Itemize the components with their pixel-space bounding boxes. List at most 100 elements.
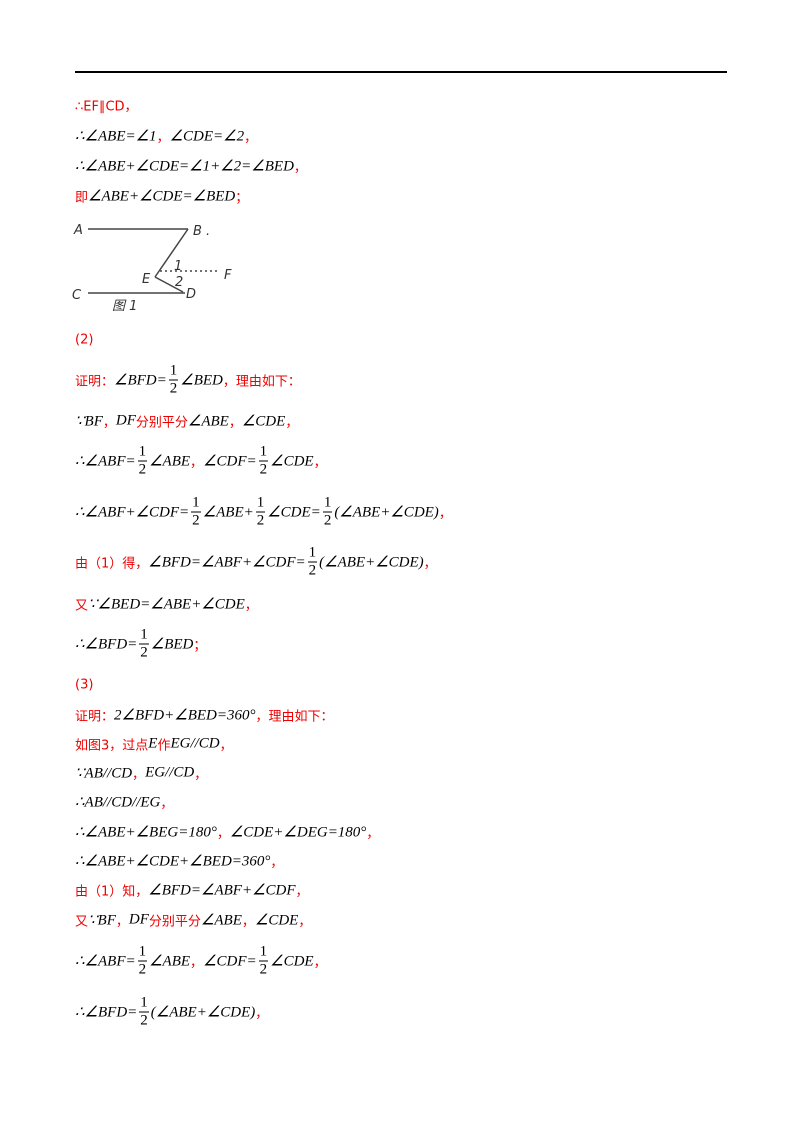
math: ∴∠ABE+∠CDE+∠BED=360° — [75, 853, 271, 870]
math: ∵BF — [75, 413, 103, 430]
math: ∠ABE — [187, 413, 229, 430]
math: ∠ABE — [149, 453, 191, 470]
figure-label: A — [73, 223, 83, 238]
text: ， — [241, 914, 255, 930]
text: ，理由如下： — [255, 709, 334, 725]
text-line: ∴∠ABF+∠CDF= 1 2 ∠ABE+ 1 2 ∠CDE= 1 2 (∠ABE+∠CDE)， — [75, 495, 452, 530]
denominator: 2 — [308, 562, 317, 579]
text: (2) — [75, 332, 94, 348]
denominator: 2 — [138, 461, 147, 478]
figure-label: 2 — [175, 275, 183, 290]
denominator: 2 — [140, 644, 148, 661]
math: ∴∠ABE+∠BEG=180° — [75, 824, 217, 841]
math: ∠BFD= — [114, 372, 167, 389]
text: ， — [423, 556, 437, 572]
math: ∠ABE — [200, 912, 242, 929]
numerator: 1 — [258, 443, 269, 462]
text: ， — [102, 415, 116, 431]
figure-label: 图 1 — [112, 299, 137, 314]
math: ∴AB//CD//EG — [75, 794, 161, 811]
math: ∠CDE — [270, 453, 314, 470]
math: DF — [128, 911, 149, 928]
math: ∵∠BED=∠ABE+∠CDE — [88, 596, 245, 613]
text: 证明： — [75, 709, 115, 725]
math: ∵AB//CD — [75, 765, 133, 782]
figure-label: F — [224, 268, 232, 283]
numerator: 1 — [168, 362, 179, 381]
text: ， — [366, 826, 380, 842]
math: ∴∠ABF+∠CDF= — [75, 504, 190, 521]
math: ∠BED — [180, 372, 223, 389]
text: 即 — [75, 190, 89, 206]
math: ∠BFD=∠ABF+∠CDF — [148, 882, 296, 899]
math: ∠CDE — [241, 413, 286, 430]
math: DF — [115, 412, 136, 429]
text: ， — [313, 955, 327, 971]
text: ， — [438, 506, 452, 522]
text-line: 由（1）知， ∠BFD=∠ABF+∠CDF， — [75, 881, 309, 900]
text-line: ∴∠ABE=∠1， ∠CDE=∠2， — [75, 127, 257, 146]
math: E — [148, 735, 158, 752]
text-line: ∴AB//CD//EG， — [75, 793, 173, 812]
text: ， — [293, 160, 307, 176]
text-line: ∵AB//CD， EG//CD， — [75, 764, 207, 783]
text-line: 证明： 2∠BFD+∠BED=360° ，理由如下： — [75, 706, 333, 725]
text-line: 由（1）得， ∠BFD=∠ABF+∠CDF= 1 2 (∠ABE+∠CDE)， — [75, 545, 437, 580]
text-line: ∵BF， DF 分别平分 ∠ABE， ∠CDE， — [75, 412, 298, 431]
text-line: ∴∠ABF= 1 2 ∠ABE， ∠CDF= 1 2 ∠CDE， — [75, 444, 327, 479]
text: ，理由如下： — [222, 374, 301, 390]
text-line: ∴EF∥CD， — [75, 96, 138, 115]
math: ∠BFD=∠ABF+∠CDF= — [148, 554, 306, 571]
text-line: (2) — [75, 333, 93, 348]
denominator: 2 — [323, 512, 332, 529]
text: ， — [270, 855, 284, 871]
numerator: 1 — [139, 626, 149, 645]
math: (∠ABE+∠CDE) — [150, 1004, 256, 1021]
math: 2∠BFD+∠BED=360° — [114, 707, 256, 724]
numerator: 1 — [322, 494, 333, 513]
math: (∠ABE+∠CDE) — [319, 554, 424, 571]
math: ∠CDF= — [203, 953, 257, 970]
text-line: ∴∠ABE+∠BEG=180°， ∠CDE+∠DEG=180°， — [75, 823, 379, 842]
figure-label: D — [186, 287, 196, 302]
text-line: 即 ∠ABE+∠CDE=∠BED； — [75, 187, 248, 206]
math: ∠CDF= — [203, 453, 257, 470]
text: ； — [235, 190, 249, 206]
denominator: 2 — [256, 512, 265, 529]
math: ∠CDE — [254, 912, 299, 929]
text: 又 — [75, 598, 89, 614]
denominator: 2 — [138, 961, 147, 978]
text: ， — [285, 415, 299, 431]
text: 由（1）知， — [75, 884, 149, 900]
math: ∠CDE+∠DEG=180° — [229, 824, 367, 841]
math: ∠CDE — [270, 953, 314, 970]
text: ， — [313, 455, 327, 471]
text: ， — [216, 826, 230, 842]
text: 分别平分 — [135, 415, 188, 431]
text-line: 证明： ∠BFD= 1 2 ∠BED ，理由如下： — [75, 363, 301, 398]
text: ， — [194, 767, 208, 783]
math: ∴∠BFD= — [75, 636, 138, 653]
text: ， — [190, 955, 204, 971]
text-line: ∴∠ABE+∠CDE+∠BED=360°， — [75, 852, 283, 871]
denominator: 2 — [192, 512, 200, 529]
numerator: 1 — [191, 494, 201, 513]
text: ， — [255, 1006, 269, 1022]
text: ， — [132, 767, 146, 783]
numerator: 1 — [255, 494, 266, 513]
text-line: ∴∠ABE+∠CDE=∠1+∠2=∠BED， — [75, 157, 307, 176]
text: 如图3，过点 — [75, 738, 149, 754]
text: ， — [160, 796, 174, 812]
text-line: 如图3，过点 E 作 EG//CD， — [75, 735, 233, 754]
math: ∵BF — [88, 912, 116, 929]
text: (3) — [75, 677, 94, 693]
numerator: 1 — [137, 443, 148, 462]
